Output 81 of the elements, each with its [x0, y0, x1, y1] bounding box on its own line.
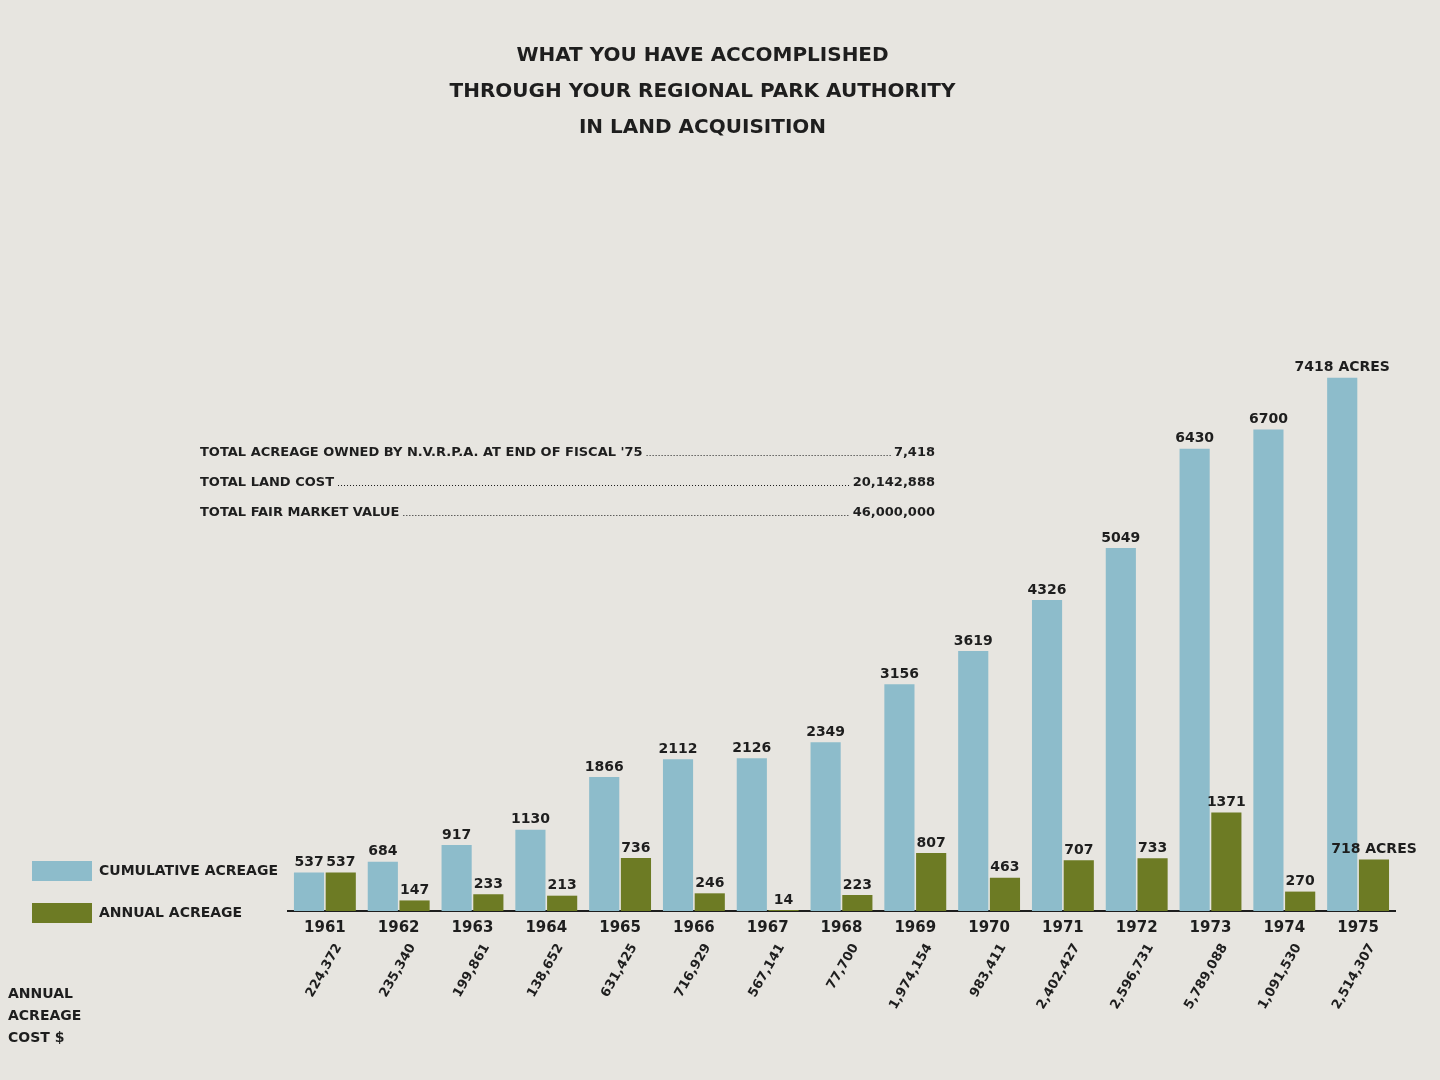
bar — [1031, 600, 1063, 911]
bar — [1285, 891, 1316, 911]
text: TOTAL LAND COST 20,142,888 — [200, 474, 935, 489]
bar — [293, 872, 325, 911]
legend-label: CUMULATIVE ACREAGE — [99, 861, 278, 878]
data-label: 718 ACRES — [1331, 840, 1417, 857]
data-label: 246 — [695, 873, 725, 890]
data-label: 1866 — [584, 757, 624, 774]
data-label: 736 — [621, 838, 651, 855]
data-label: 6700 — [1248, 410, 1289, 427]
bar — [1179, 448, 1210, 911]
data-label: 233 — [473, 874, 503, 891]
data-label: 5049 — [1101, 528, 1141, 545]
text: TOTAL ACREAGE OWNED BY N.V.R.P.A. AT END OF FISCAL '75 7,418 — [200, 444, 935, 459]
bar — [547, 895, 578, 911]
bar — [736, 758, 767, 911]
data-label: 3619 — [953, 631, 993, 648]
bar — [1063, 860, 1094, 911]
bar — [515, 829, 546, 911]
data-label: 6430 — [1175, 429, 1215, 446]
x-tick-label: 1968 — [820, 917, 863, 936]
x-tick-label: 1963 — [451, 917, 494, 936]
data-label: 4326 — [1027, 580, 1067, 597]
x-tick-label: 1973 — [1189, 917, 1232, 936]
x-tick-label: 1970 — [968, 917, 1010, 936]
data-label: 1371 — [1206, 793, 1246, 810]
bar — [842, 894, 873, 911]
data-label: 14 — [773, 890, 794, 907]
data-label: 917 — [442, 825, 472, 842]
data-label: 3156 — [879, 664, 919, 681]
bar — [325, 872, 356, 911]
bar — [1253, 429, 1284, 911]
data-label: 2126 — [732, 738, 772, 755]
bar — [694, 893, 725, 911]
bar — [1105, 548, 1136, 911]
bar — [916, 853, 947, 911]
bar — [399, 900, 430, 911]
x-tick-label: 1964 — [525, 917, 568, 936]
bar — [1358, 859, 1390, 911]
bar — [810, 742, 841, 911]
x-tick-label: 1971 — [1042, 917, 1084, 936]
data-label: 7418 ACRES — [1294, 358, 1390, 375]
data-label: 2349 — [806, 722, 846, 739]
x-tick-label: 1965 — [599, 917, 641, 936]
chart-title: WHAT YOU HAVE ACCOMPLISHED THROUGH YOUR REGIONAL PARK AUTHORITY IN LAND ACQUISITION — [449, 42, 956, 139]
data-label: 2112 — [658, 739, 698, 756]
x-tick-label: 1969 — [894, 917, 937, 936]
x-tick-label: 1961 — [304, 917, 346, 936]
bar — [958, 650, 989, 911]
bar — [662, 759, 694, 911]
data-label: 1130 — [510, 810, 551, 827]
bar — [473, 894, 504, 911]
data-label: 807 — [916, 833, 946, 850]
data-label: 537 — [294, 853, 324, 870]
data-label: 463 — [990, 858, 1020, 875]
x-tick-label: 1975 — [1337, 917, 1379, 936]
data-label: 147 — [399, 881, 430, 898]
bar — [367, 861, 398, 911]
data-label: 270 — [1285, 872, 1316, 889]
x-tick-label: 1967 — [746, 917, 789, 936]
x-tick-label: 1966 — [673, 917, 715, 936]
legend-label: ANNUAL ACREAGE — [99, 903, 243, 920]
data-label: 684 — [368, 842, 398, 859]
bar — [1327, 377, 1358, 911]
bar — [589, 776, 620, 911]
data-label: 537 — [326, 853, 356, 870]
x-tick-label: 1974 — [1263, 917, 1306, 936]
bar — [441, 845, 472, 911]
bar — [989, 877, 1021, 911]
bar — [1211, 812, 1242, 911]
x-tick-label: 1962 — [377, 917, 420, 936]
data-label: 707 — [1064, 840, 1094, 857]
data-label: 733 — [1137, 838, 1168, 855]
data-label: 213 — [547, 876, 577, 893]
bar — [620, 858, 652, 911]
data-label: 223 — [842, 875, 872, 892]
bar — [1137, 858, 1168, 911]
x-tick-label: 1972 — [1115, 917, 1158, 936]
bar — [884, 684, 915, 911]
text: ANNUAL ACREAGE COST $ — [8, 985, 82, 1045]
text: TOTAL FAIR MARKET VALUE 46,000,000 — [200, 504, 935, 519]
